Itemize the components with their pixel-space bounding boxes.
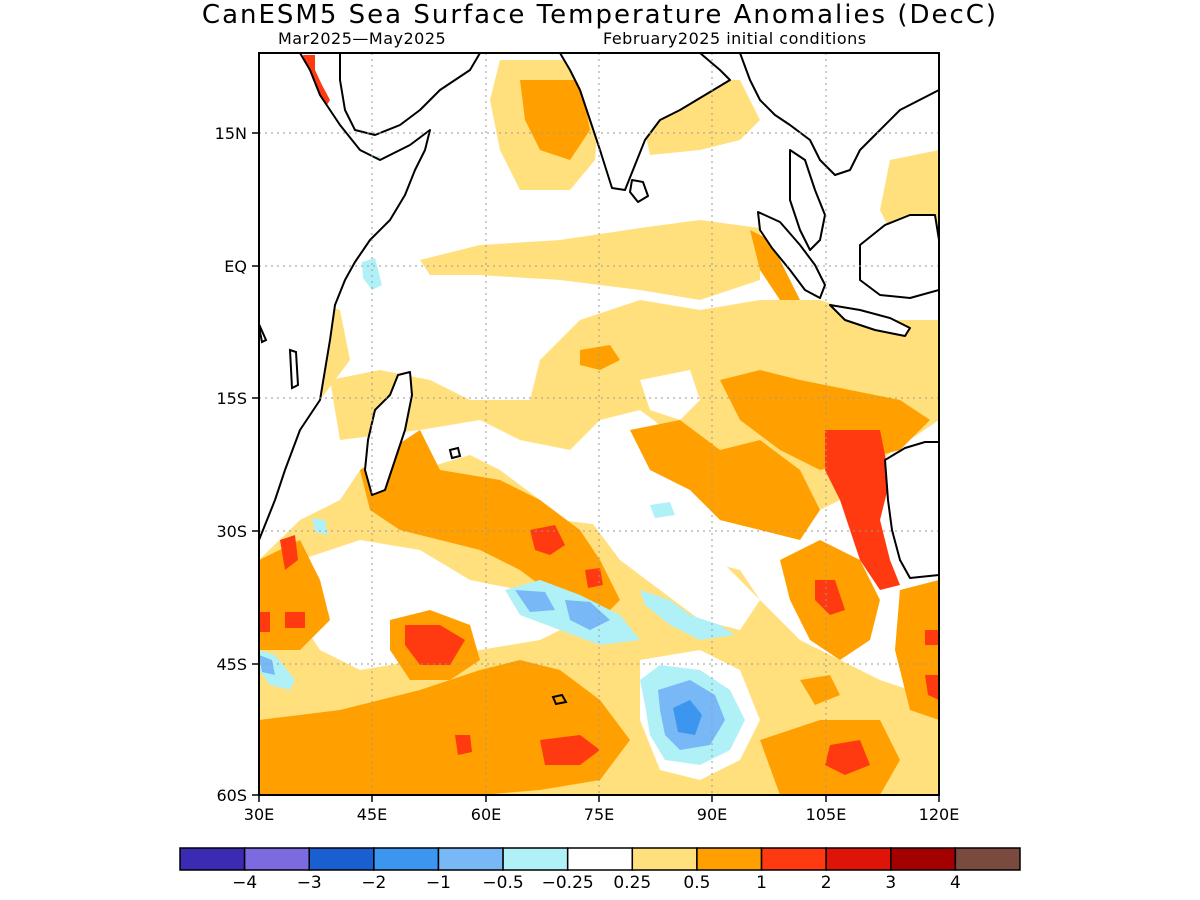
forecast-period: Mar2025—May2025 bbox=[278, 29, 447, 48]
x-tick-label: 45E bbox=[357, 805, 387, 824]
colorbar-swatch bbox=[437, 847, 504, 871]
colorbar-swatch bbox=[631, 847, 698, 871]
initial-conditions: February2025 initial conditions bbox=[603, 29, 867, 48]
chart-title: CanESM5 Sea Surface Temperature Anomalie… bbox=[201, 0, 999, 30]
java-coastline bbox=[829, 304, 911, 337]
x-tick-label: 120E bbox=[919, 805, 960, 824]
x-tick-label: 60E bbox=[471, 805, 501, 824]
kerguelen-outline bbox=[551, 693, 568, 706]
colorbar-label: 0.25 bbox=[613, 873, 651, 893]
india-coastline bbox=[559, 53, 731, 191]
colorbar-swatch bbox=[308, 847, 375, 871]
colorbar-swatch bbox=[179, 847, 246, 871]
colorbar-label: −2 bbox=[361, 873, 386, 893]
sumatra-coastline bbox=[757, 211, 826, 299]
colorbar-label: −1 bbox=[426, 873, 451, 893]
arabia-coastline bbox=[339, 53, 481, 136]
x-tick-label: 105E bbox=[806, 805, 847, 824]
colorbar-swatch bbox=[760, 847, 827, 871]
x-tick-label: 90E bbox=[697, 805, 727, 824]
colorbar-label: 2 bbox=[821, 873, 832, 893]
y-tick-label: 15N bbox=[215, 124, 247, 143]
colorbar-label: −0.5 bbox=[482, 873, 523, 893]
colorbar-swatch bbox=[243, 847, 310, 871]
colorbar-swatch bbox=[373, 847, 440, 871]
y-tick-label: 15S bbox=[216, 389, 247, 408]
y-tick-label: EQ bbox=[224, 257, 247, 276]
grid-lines bbox=[259, 53, 939, 795]
anomaly-0.5-1-regions bbox=[259, 80, 939, 795]
colorbar-label: 4 bbox=[950, 873, 961, 893]
colorbar-label: 0.5 bbox=[683, 873, 710, 893]
sri-lanka-coastline bbox=[629, 179, 649, 203]
colorbar-label: −4 bbox=[232, 873, 257, 893]
colorbar-label: −3 bbox=[297, 873, 322, 893]
colorbar-swatch bbox=[954, 847, 1021, 871]
colorbar-swatch bbox=[825, 847, 892, 871]
africa-arabia-coastline bbox=[259, 53, 431, 541]
small-islands bbox=[259, 321, 568, 706]
comoros-outline bbox=[288, 348, 300, 390]
x-tick-label: 30E bbox=[244, 805, 274, 824]
colorbar-swatch bbox=[696, 847, 763, 871]
y-axis: 15N EQ 15S 30S 45S 60S bbox=[215, 124, 259, 805]
colorbar-label: 1 bbox=[756, 873, 767, 893]
southeast-asia-coastline bbox=[739, 53, 939, 176]
y-tick-label: 60S bbox=[216, 786, 247, 805]
colorbar-swatch bbox=[566, 847, 634, 871]
y-tick-label: 30S bbox=[216, 522, 247, 541]
madagascar-coastline bbox=[364, 371, 413, 496]
colorbar-swatch bbox=[502, 847, 569, 871]
y-tick-label: 45S bbox=[216, 655, 247, 674]
land-masses bbox=[259, 53, 939, 579]
x-axis: 30E 45E 60E 75E 90E 105E 120E bbox=[244, 795, 960, 824]
australia-coastline bbox=[884, 441, 939, 579]
mauritius-outline bbox=[448, 446, 462, 460]
colorbar-label: 3 bbox=[885, 873, 896, 893]
colorbar-label: −0.25 bbox=[542, 873, 594, 893]
borneo-coastline bbox=[859, 214, 939, 299]
colorbar-swatch bbox=[890, 847, 957, 871]
colorbar: −4 −3 −2 −1 −0.5 −0.25 0.25 0.5 1 2 3 4 bbox=[179, 847, 1021, 893]
x-tick-label: 75E bbox=[584, 805, 614, 824]
malay-peninsula-coastline bbox=[789, 149, 826, 251]
anomaly-field bbox=[259, 53, 939, 795]
